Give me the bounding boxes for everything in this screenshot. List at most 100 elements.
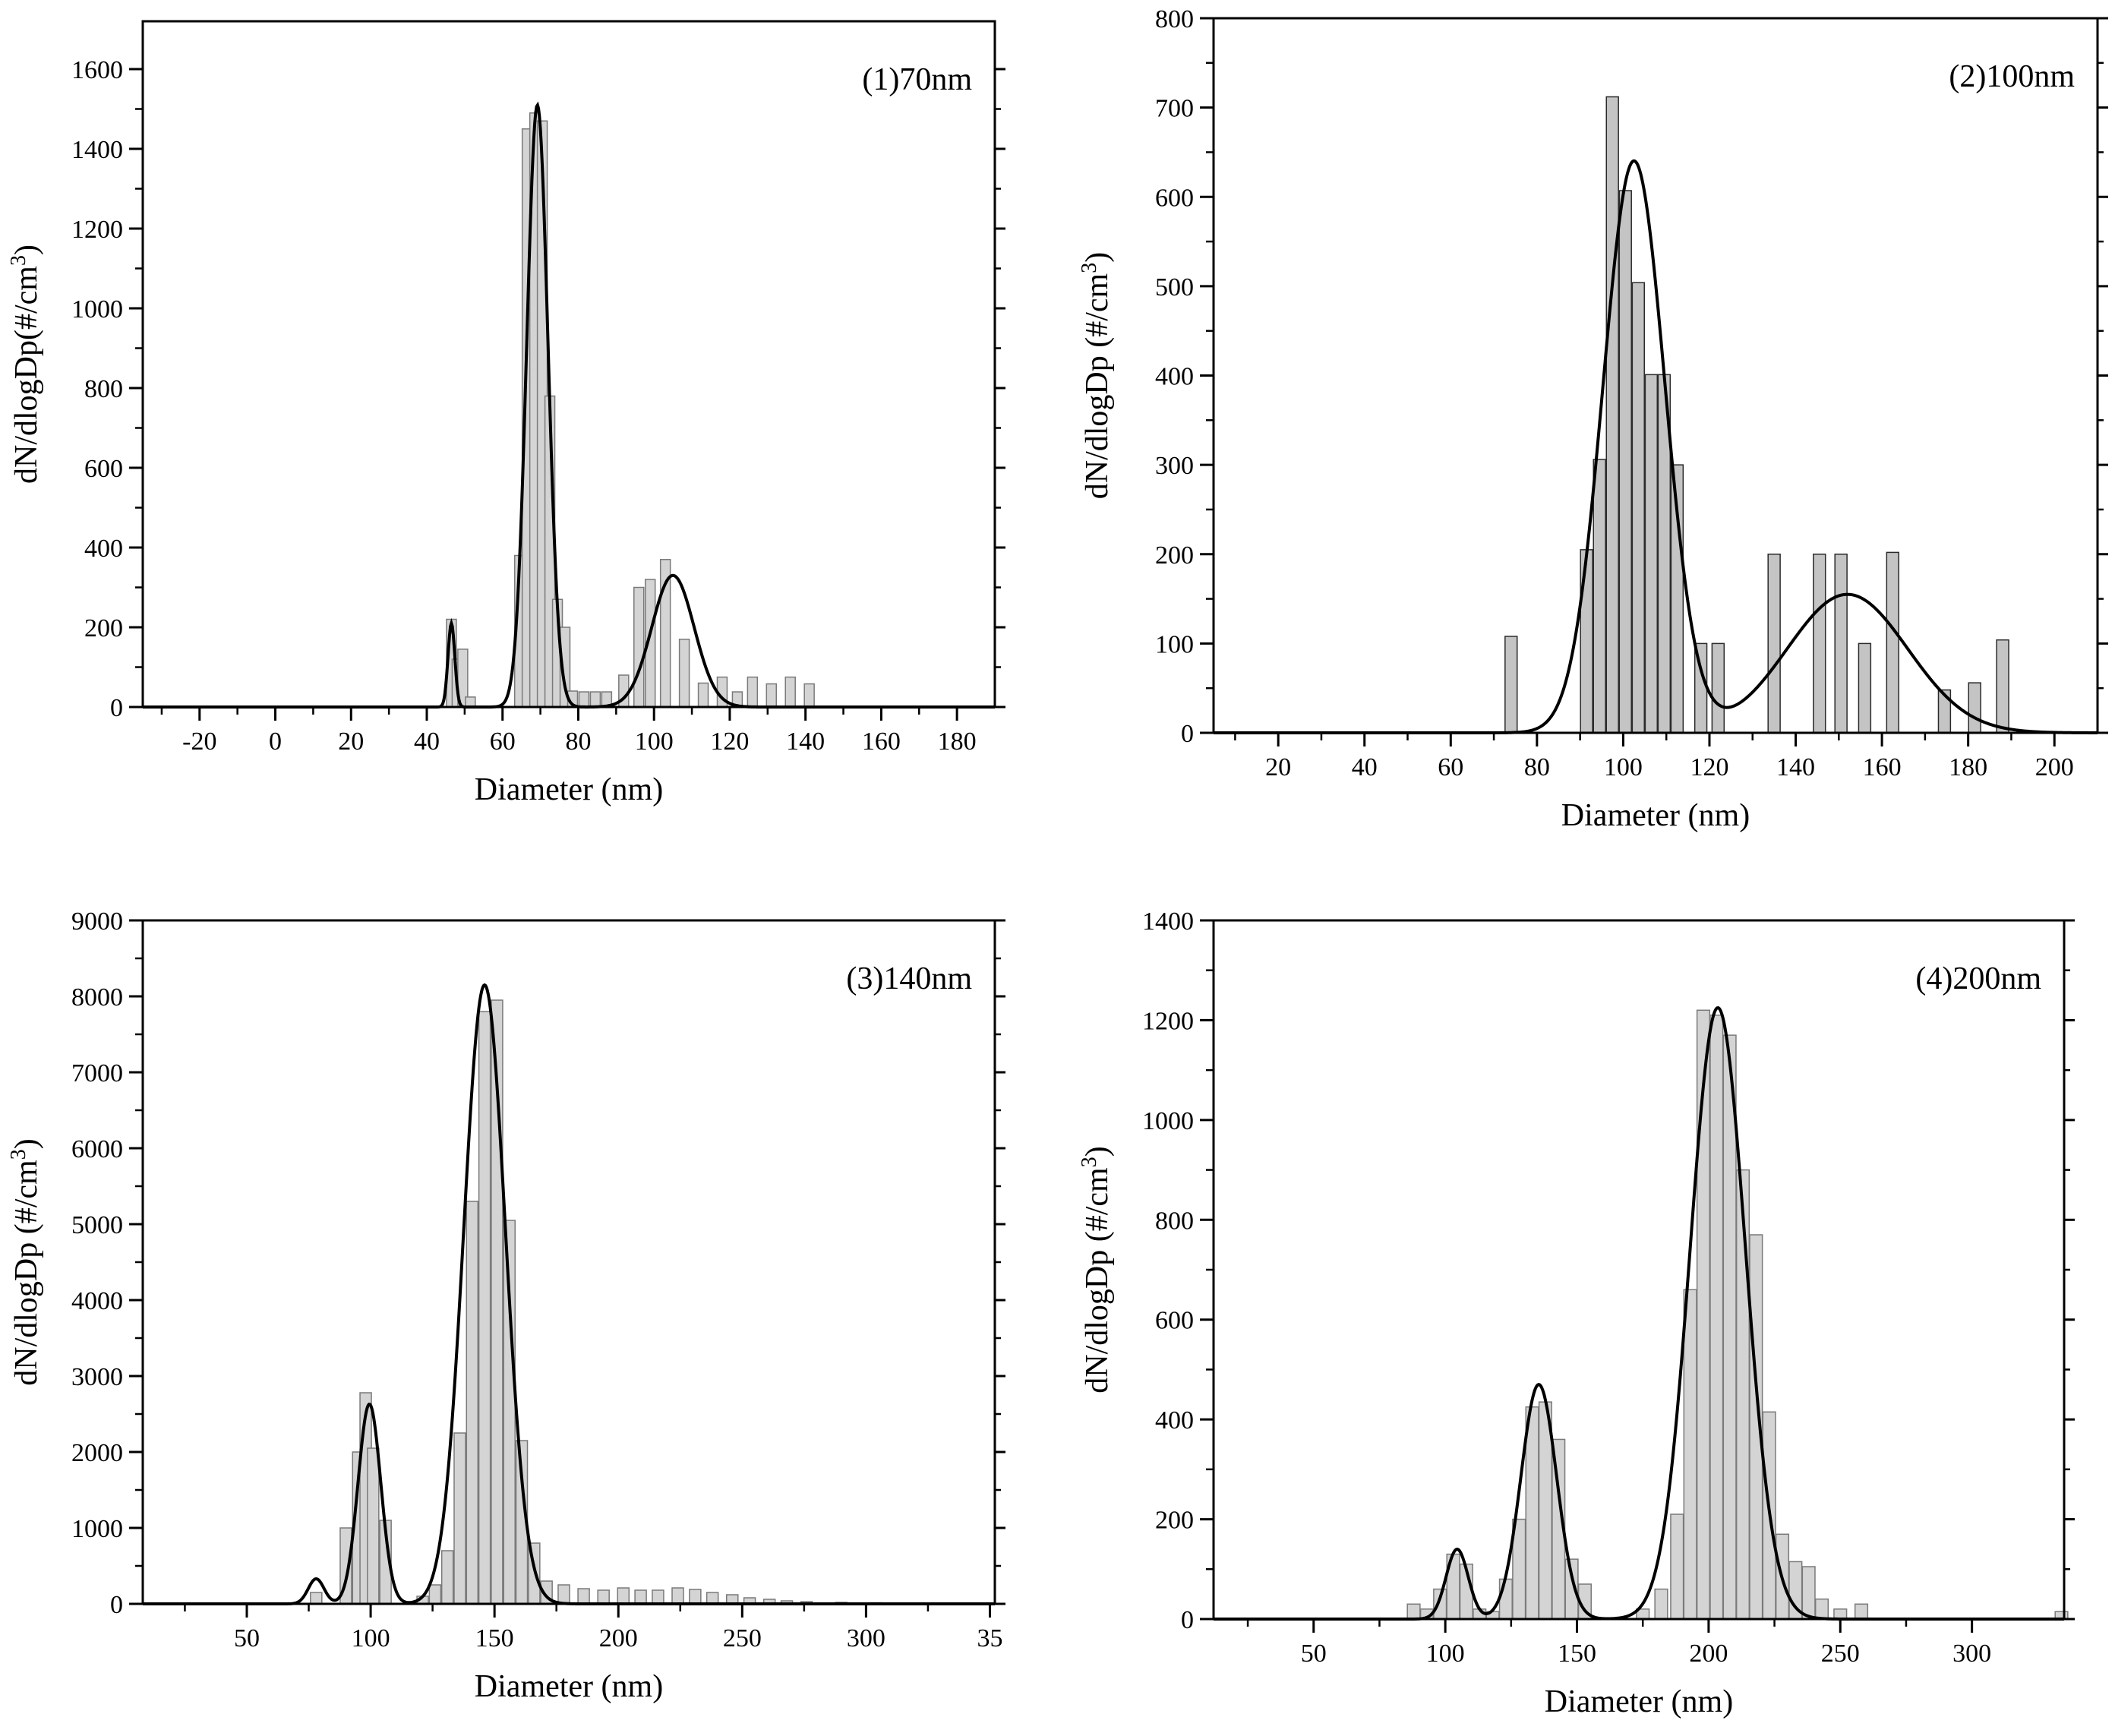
histogram-bar: [557, 1584, 570, 1605]
x-tick-label: 120: [1690, 753, 1728, 781]
y-tick-label: 200: [1155, 1507, 1194, 1535]
histogram-bar: [1886, 551, 1899, 734]
y-tick-label: 1600: [71, 56, 123, 84]
axis-ticks: 50 100 150 200 250 300 35010002000300040005000…: [71, 907, 1005, 1652]
histogram-bar: [1644, 374, 1659, 734]
y-tick-label: 700: [1155, 95, 1194, 123]
y-tick-label: 800: [1155, 5, 1194, 33]
histogram-bar: [577, 1588, 590, 1605]
x-tick-label: 40: [1352, 753, 1378, 781]
x-tick-label: 120: [710, 728, 749, 756]
x-tick-label: -20: [182, 728, 216, 756]
y-tick-label: 100: [1155, 630, 1194, 658]
histogram-bar: [466, 1201, 479, 1605]
y-tick-label: 6000: [71, 1135, 123, 1163]
histogram-bar: [1593, 459, 1606, 734]
histogram-bars: [446, 112, 815, 708]
x-tick-label: 100: [1426, 1640, 1465, 1668]
y-tick-label: 300: [1155, 452, 1194, 480]
x-tick-label: 300: [847, 1624, 885, 1652]
panel-3-140nm: 50 100 150 200 250 300 35010002000300040005000…: [7, 907, 1005, 1704]
histogram-bar: [803, 683, 815, 708]
x-tick-label: 140: [786, 728, 825, 756]
y-tick-label: 3000: [71, 1363, 123, 1391]
y-tick-label: 600: [1155, 1307, 1194, 1335]
histogram-bar: [689, 1589, 702, 1605]
x-axis-label: Diameter (nm): [1545, 1684, 1733, 1719]
y-tick-label: 7000: [71, 1059, 123, 1087]
x-tick-label: 200: [2035, 753, 2074, 781]
y-tick-label: 0: [1181, 720, 1194, 748]
x-tick-label: 50: [1301, 1640, 1327, 1668]
histogram-bar: [784, 676, 796, 708]
gaussian-fit-curve: [143, 983, 995, 1605]
histogram-bars: [310, 999, 882, 1605]
histogram-bar: [1406, 1603, 1421, 1620]
histogram-bar: [1813, 554, 1826, 734]
histogram-bar: [310, 1592, 323, 1605]
x-tick-label: 160: [1863, 753, 1902, 781]
x-tick-label: 100: [352, 1624, 390, 1652]
y-tick-label: 200: [1155, 541, 1194, 570]
x-tick-label: 250: [1821, 1640, 1860, 1668]
histogram-bar: [1858, 642, 1872, 734]
x-tick-label: 150: [1558, 1640, 1596, 1668]
histogram-bar: [652, 1589, 664, 1605]
y-tick-label: 2000: [71, 1439, 123, 1467]
x-tick-label: 180: [1949, 753, 1987, 781]
histogram-bars: [1406, 1009, 2069, 1620]
y-tick-label: 0: [1181, 1606, 1194, 1634]
x-tick-label: 60: [1438, 753, 1463, 781]
panel-title: (2)100nm: [1949, 59, 2075, 94]
x-tick-label: 20: [1265, 753, 1291, 781]
y-tick-label: 1000: [71, 295, 123, 324]
x-tick-label: 50: [234, 1624, 260, 1652]
y-tick-label: 1400: [71, 136, 123, 164]
x-tick-label: 180: [938, 728, 977, 756]
histogram-bar: [478, 1011, 491, 1605]
histogram-bar: [1618, 190, 1632, 734]
plot-frame: [141, 919, 996, 1605]
y-tick-label: 200: [84, 614, 123, 642]
panel-4-200nm: 50 100 150 200 250 300 0 200 400 600 800 1000 1200 14…: [1078, 907, 2075, 1719]
x-tick-label: 300: [1952, 1640, 1991, 1668]
histogram-bar: [1498, 1578, 1513, 1620]
histogram-bar: [1654, 1588, 1668, 1620]
histogram-bar: [453, 1432, 466, 1605]
y-tick-label: 5000: [71, 1211, 123, 1239]
axis-ticks: -20 0 20 40 60 80 100 120 140 160 180 0 200 400 600 800…: [71, 56, 1005, 756]
x-tick-label: 200: [1689, 1640, 1728, 1668]
histogram-bar: [428, 1584, 442, 1605]
histogram-bar: [1854, 1603, 1869, 1620]
histogram-bars: [1504, 96, 2009, 734]
x-tick-label: 200: [599, 1624, 638, 1652]
y-tick-label: 0: [110, 694, 123, 722]
x-axis-label: Diameter (nm): [475, 1669, 663, 1704]
x-tick-label: 0: [269, 728, 282, 756]
panel-2-100nm: 20 40 60 80 100 120 140 160 180 200 0 100 200 300 400 5…: [1078, 5, 2108, 833]
axis-ticks: 50 100 150 200 250 300 0 200 400 600 800 1000 1200 14…: [1142, 907, 2075, 1668]
x-axis-label: Diameter (nm): [475, 772, 663, 807]
histogram-bar: [1711, 642, 1725, 734]
histogram-bar: [597, 1589, 610, 1605]
histogram-bar: [1996, 639, 2009, 734]
histogram-bar: [1722, 1034, 1737, 1620]
histogram-bar: [697, 682, 709, 708]
histogram-bar: [1525, 1406, 1539, 1620]
panel-1-70nm: -20 0 20 40 60 80 100 120 140 160 180 0 200 400 600 800…: [7, 20, 1005, 807]
histogram-bar: [747, 676, 759, 708]
y-tick-label: 1200: [71, 216, 123, 244]
x-tick-label: 150: [475, 1624, 514, 1652]
histogram-bar: [1801, 1566, 1816, 1620]
x-tick-label: 100: [1604, 753, 1643, 781]
y-tick-label: 0: [110, 1591, 123, 1619]
y-tick-label: 1000: [1142, 1107, 1194, 1135]
histogram-bar: [1814, 1598, 1829, 1620]
histogram-bar: [633, 586, 645, 708]
x-tick-label: 250: [723, 1624, 762, 1652]
histogram-bar: [1670, 1513, 1684, 1620]
histogram-bar: [440, 1550, 454, 1605]
plot-frame: [1212, 919, 2066, 1621]
y-tick-label: 400: [1155, 363, 1194, 391]
